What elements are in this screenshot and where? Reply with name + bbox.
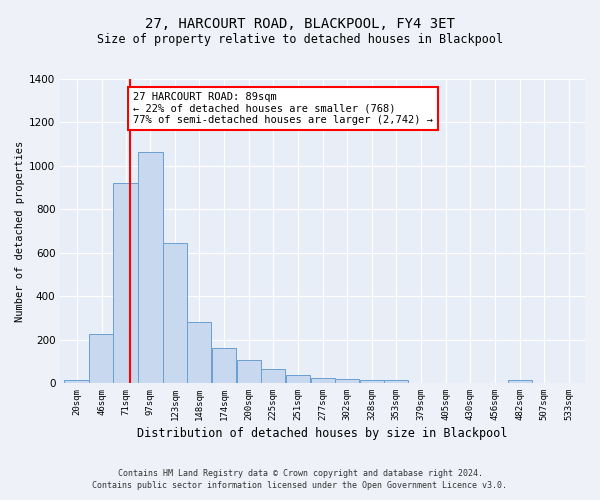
Bar: [286, 376, 310, 383]
Bar: [261, 369, 286, 383]
Bar: [237, 360, 262, 383]
Text: Contains HM Land Registry data © Crown copyright and database right 2024.: Contains HM Land Registry data © Crown c…: [118, 468, 482, 477]
Bar: [384, 380, 408, 383]
Bar: [508, 380, 532, 383]
X-axis label: Distribution of detached houses by size in Blackpool: Distribution of detached houses by size …: [137, 427, 508, 440]
Bar: [360, 380, 384, 383]
Bar: [311, 378, 335, 383]
Text: 27 HARCOURT ROAD: 89sqm
← 22% of detached houses are smaller (768)
77% of semi-d: 27 HARCOURT ROAD: 89sqm ← 22% of detache…: [133, 92, 433, 125]
Bar: [113, 183, 137, 383]
Bar: [139, 152, 163, 383]
Bar: [335, 378, 359, 383]
Bar: [163, 243, 187, 383]
Bar: [212, 348, 236, 383]
Bar: [89, 334, 113, 383]
Text: Size of property relative to detached houses in Blackpool: Size of property relative to detached ho…: [97, 32, 503, 46]
Y-axis label: Number of detached properties: Number of detached properties: [15, 140, 25, 322]
Text: Contains public sector information licensed under the Open Government Licence v3: Contains public sector information licen…: [92, 481, 508, 490]
Text: 27, HARCOURT ROAD, BLACKPOOL, FY4 3ET: 27, HARCOURT ROAD, BLACKPOOL, FY4 3ET: [145, 18, 455, 32]
Bar: [187, 322, 211, 383]
Bar: [64, 380, 89, 383]
